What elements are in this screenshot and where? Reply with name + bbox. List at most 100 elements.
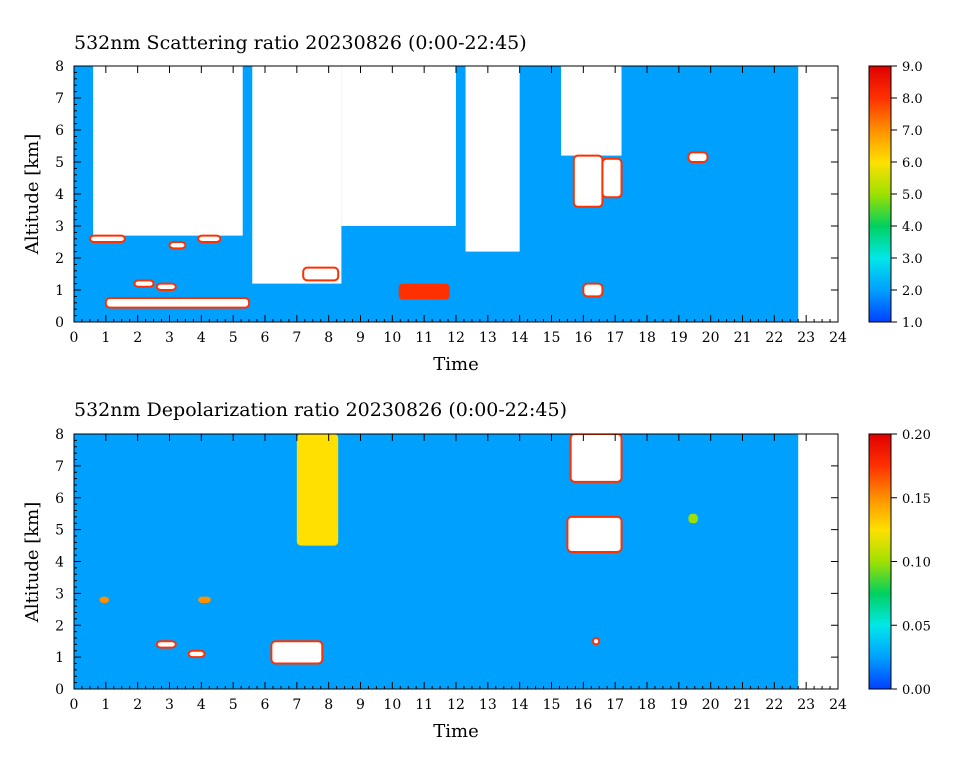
x-tick-label: 13 — [479, 330, 497, 346]
x-tick-label: 11 — [415, 697, 433, 713]
x-axis-label: Time — [433, 354, 478, 375]
chart-title: 532nm Depolarization ratio 20230826 (0:0… — [74, 399, 567, 421]
x-axis-ticks: 0 1 2 3 4 5 6 7 8 9 10 11 12 13 14 15 16 17 18 19 20 21 22 23 24 — [70, 434, 847, 713]
cloud-feature — [688, 513, 698, 524]
y-tick-label: 8 — [55, 427, 64, 443]
cloud-feature — [687, 151, 709, 163]
cloud-feature — [88, 234, 126, 244]
cloud-feature — [155, 282, 177, 292]
colorbar-gradient — [868, 65, 892, 323]
colorbar-tick-label: 0.00 — [902, 683, 931, 698]
x-tick-label: 24 — [829, 330, 847, 346]
cloud-feature — [398, 283, 450, 300]
colorbar-tick-label: 5.0 — [902, 188, 923, 203]
x-tick-label: 14 — [511, 697, 529, 713]
x-tick-label: 17 — [606, 697, 624, 713]
y-tick-label: 5 — [55, 523, 64, 539]
x-tick-label: 3 — [165, 697, 174, 713]
y-tick-label: 6 — [55, 491, 64, 507]
cloud-feature — [566, 515, 623, 553]
x-tick-label: 9 — [356, 697, 365, 713]
x-tick-label: 15 — [543, 330, 561, 346]
colorbar-gradient — [868, 433, 892, 690]
y-tick-label: 7 — [55, 459, 64, 475]
cloud-feature — [133, 279, 155, 288]
y-axis-ticks: 0 1 2 3 4 5 6 7 8 — [55, 427, 838, 698]
saturated-region — [252, 66, 342, 284]
x-tick-label: 20 — [702, 697, 720, 713]
cloud-feature — [104, 297, 251, 309]
x-tick-label: 13 — [479, 697, 497, 713]
cloud-feature — [296, 434, 339, 546]
panel-depolarization-ratio: 532nm Depolarization ratio 20230826 (0:0… — [22, 399, 931, 742]
x-tick-label: 8 — [324, 697, 333, 713]
y-tick-label: 5 — [55, 155, 64, 171]
cloud-feature — [572, 154, 604, 208]
saturated-region — [561, 66, 622, 156]
x-axis-ticks: 0 1 2 3 4 5 6 7 8 9 10 11 12 13 14 15 16 17 18 19 20 21 22 23 24 — [70, 66, 847, 346]
x-tick-label: 16 — [574, 330, 592, 346]
cloud-feature — [74, 66, 94, 306]
x-tick-label: 18 — [638, 697, 656, 713]
x-tick-label: 5 — [229, 330, 238, 346]
x-tick-label: 12 — [447, 330, 465, 346]
colorbar-tick-label: 3.0 — [902, 252, 923, 267]
colorbar-tick-label: 9.0 — [902, 60, 923, 75]
x-tick-label: 4 — [197, 330, 206, 346]
x-tick-label: 6 — [261, 330, 270, 346]
panel-scattering-ratio: 532nm Scattering ratio 20230826 (0:00-22… — [22, 32, 923, 375]
x-tick-label: 19 — [670, 697, 688, 713]
x-tick-label: 3 — [165, 330, 174, 346]
x-tick-label: 1 — [101, 330, 110, 346]
cloud-feature — [582, 282, 604, 298]
saturated-region — [465, 66, 520, 252]
colorbar: 1.0 2.0 3.0 4.0 5.0 6.0 7.0 8.0 9.0 — [868, 60, 923, 331]
colorbar-ticks: 1.0 2.0 3.0 4.0 5.0 6.0 7.0 8.0 9.0 — [891, 60, 923, 331]
x-tick-label: 4 — [197, 697, 206, 713]
cloud-feature — [198, 596, 211, 603]
y-tick-label: 6 — [55, 123, 64, 139]
colorbar-tick-label: 0.20 — [902, 428, 931, 443]
x-tick-label: 17 — [606, 330, 624, 346]
colorbar-tick-label: 0.10 — [902, 556, 931, 571]
colorbar-tick-label: 0.15 — [902, 492, 931, 507]
x-tick-label: 7 — [292, 697, 301, 713]
x-tick-label: 8 — [324, 330, 333, 346]
cloud-feature — [99, 596, 110, 603]
plot-area — [74, 434, 799, 689]
cloud-feature — [569, 434, 623, 483]
x-tick-label: 19 — [670, 330, 688, 346]
x-tick-label: 9 — [356, 330, 365, 346]
saturated-region — [341, 66, 456, 226]
x-tick-label: 16 — [574, 697, 592, 713]
cloud-feature — [591, 637, 601, 646]
colorbar-ticks: 0.00 0.05 0.10 0.15 0.20 — [891, 428, 931, 698]
y-tick-label: 3 — [55, 586, 64, 602]
x-tick-label: 7 — [292, 330, 301, 346]
colorbar: 0.00 0.05 0.10 0.15 0.20 — [868, 428, 931, 698]
colorbar-tick-label: 4.0 — [902, 220, 923, 235]
x-tick-label: 2 — [133, 330, 142, 346]
x-axis-label: Time — [433, 721, 478, 742]
x-tick-label: 22 — [765, 330, 783, 346]
colorbar-tick-label: 2.0 — [902, 284, 923, 299]
x-tick-label: 5 — [229, 697, 238, 713]
colorbar-tick-label: 1.0 — [902, 316, 923, 331]
y-tick-label: 4 — [55, 187, 64, 203]
cloud-feature — [601, 157, 623, 199]
x-tick-label: 15 — [543, 697, 561, 713]
x-tick-label: 0 — [70, 697, 79, 713]
y-tick-label: 3 — [55, 219, 64, 235]
x-tick-label: 23 — [797, 330, 815, 346]
cloud-feature — [168, 241, 187, 250]
x-tick-label: 11 — [415, 330, 433, 346]
y-tick-label: 0 — [55, 315, 64, 331]
x-tick-label: 12 — [447, 697, 465, 713]
y-tick-label: 4 — [55, 555, 64, 571]
x-tick-label: 21 — [734, 697, 752, 713]
x-tick-label: 10 — [383, 697, 401, 713]
cloud-feature — [270, 640, 324, 665]
cloud-feature — [187, 649, 206, 659]
x-tick-label: 14 — [511, 330, 529, 346]
